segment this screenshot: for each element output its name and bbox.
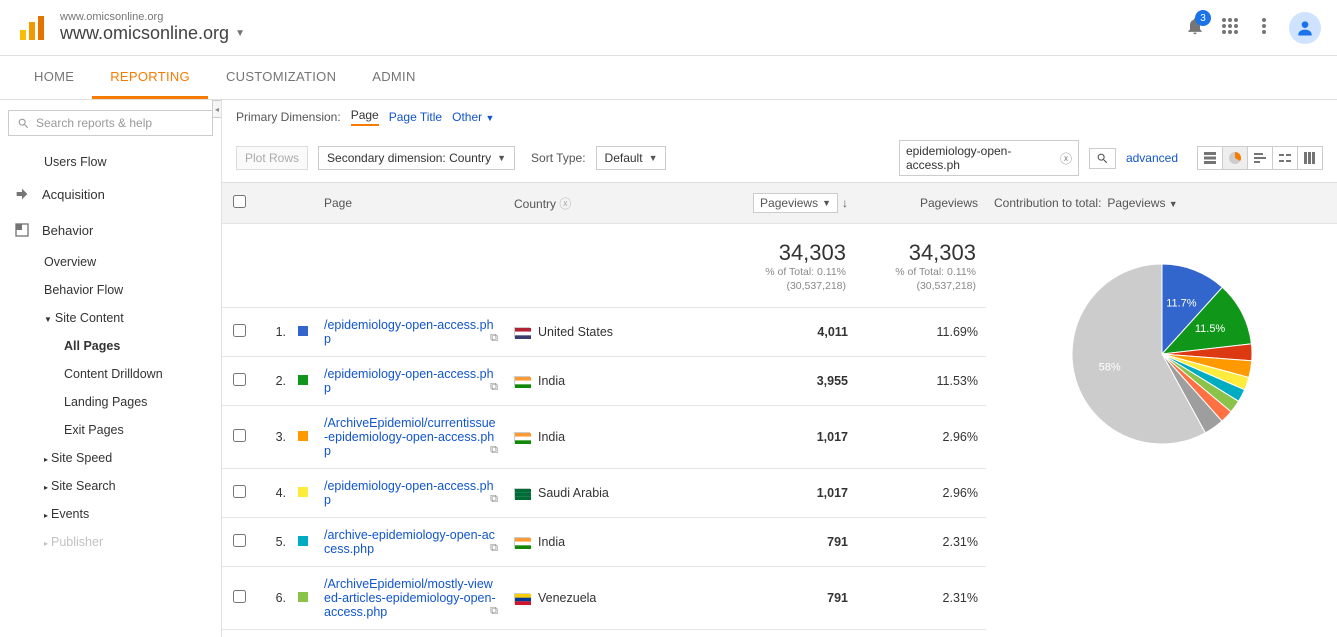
tab-admin[interactable]: ADMIN xyxy=(354,56,433,99)
nav-site-speed[interactable]: ▸Site Speed xyxy=(0,444,221,472)
search-button[interactable] xyxy=(1089,148,1116,169)
page-link[interactable]: /ArchiveEpidemiol/mostly-viewed-articles… xyxy=(324,577,496,619)
row-checkbox[interactable] xyxy=(233,373,246,386)
data-table-wrap: Page Country ⓧ Pageviews ▼ ↓ Pageviews C… xyxy=(222,182,1337,637)
sidebar-search[interactable]: Search reports & help xyxy=(8,110,213,136)
tab-home[interactable]: HOME xyxy=(16,56,92,99)
contribution-pie-chart: 11.7% 11.5% 58% xyxy=(1052,244,1272,464)
nav-landing-pages[interactable]: Landing Pages xyxy=(0,388,221,416)
page-link[interactable]: /ArchiveEpidemiol/currentissue-epidemiol… xyxy=(324,416,496,458)
account-avatar[interactable] xyxy=(1289,12,1321,44)
view-toggle-buttons xyxy=(1198,146,1323,170)
flag-icon xyxy=(514,376,530,387)
dim-other[interactable]: Other ▼ xyxy=(452,110,494,124)
secondary-dimension-dropdown[interactable]: Secondary dimension: Country▼ xyxy=(318,146,515,170)
external-link-icon[interactable]: ⧉ xyxy=(490,332,498,345)
nav-exit-pages[interactable]: Exit Pages xyxy=(0,416,221,444)
row-swatch xyxy=(298,375,308,385)
external-link-icon[interactable]: ⧉ xyxy=(490,542,498,555)
tab-customization[interactable]: CUSTOMIZATION xyxy=(208,56,354,99)
row-checkbox[interactable] xyxy=(233,324,246,337)
primary-dimension-bar: Primary Dimension: Page Page Title Other… xyxy=(222,100,1337,134)
nav-acquisition[interactable]: Acquisition xyxy=(0,176,221,212)
view-compare-icon[interactable] xyxy=(1272,146,1298,170)
table-search-input[interactable]: epidemiology-open-access.phⓧ xyxy=(899,140,1079,176)
row-swatch xyxy=(298,326,308,336)
view-pie-icon[interactable] xyxy=(1222,146,1248,170)
nav-overview[interactable]: Overview xyxy=(0,248,221,276)
nav-site-content[interactable]: ▼Site Content xyxy=(0,304,221,332)
row-swatch xyxy=(298,487,308,497)
clear-search-icon[interactable]: ⓧ xyxy=(1060,150,1072,167)
data-table: Page Country ⓧ Pageviews ▼ ↓ Pageviews C… xyxy=(222,183,1337,637)
left-sidebar: ◂ Search reports & help Users FlowAcquis… xyxy=(0,100,222,637)
site-info: www.omicsonline.org www.omicsonline.org … xyxy=(60,11,1185,44)
nav-users-flow[interactable]: Users Flow xyxy=(0,148,221,176)
nav-events[interactable]: ▸Events xyxy=(0,500,221,528)
site-picker[interactable]: www.omicsonline.org ▼ xyxy=(60,23,1185,44)
col-pageviews[interactable]: Pageviews ▼ ↓ xyxy=(696,183,856,224)
site-url: www.omicsonline.org xyxy=(60,11,1185,23)
row-swatch xyxy=(298,431,308,441)
col-pageviews-2[interactable]: Pageviews xyxy=(856,183,986,224)
row-checkbox[interactable] xyxy=(233,485,246,498)
flag-icon xyxy=(514,593,530,604)
nav-content-drilldown[interactable]: Content Drilldown xyxy=(0,360,221,388)
top-tabs: HOMEREPORTINGCUSTOMIZATIONADMIN xyxy=(0,56,1337,100)
flag-icon xyxy=(514,537,530,548)
external-link-icon[interactable]: ⧉ xyxy=(490,444,498,457)
nav-behavior-flow[interactable]: Behavior Flow xyxy=(0,276,221,304)
row-swatch xyxy=(298,592,308,602)
caret-down-icon: ▼ xyxy=(235,28,245,39)
app-header: www.omicsonline.org www.omicsonline.org … xyxy=(0,0,1337,56)
row-checkbox[interactable] xyxy=(233,590,246,603)
svg-text:58%: 58% xyxy=(1098,361,1120,373)
col-contribution: Contribution to total: Pageviews ▼ xyxy=(986,183,1337,224)
nav-behavior[interactable]: Behavior xyxy=(0,212,221,248)
external-link-icon[interactable]: ⧉ xyxy=(490,381,498,394)
plot-rows-button: Plot Rows xyxy=(236,146,308,170)
advanced-link[interactable]: advanced xyxy=(1126,151,1178,165)
svg-text:11.7%: 11.7% xyxy=(1166,298,1197,310)
svg-text:11.5%: 11.5% xyxy=(1194,323,1225,335)
row-swatch xyxy=(298,536,308,546)
flag-icon xyxy=(514,488,530,499)
select-all-checkbox[interactable] xyxy=(233,195,246,208)
notif-badge: 3 xyxy=(1195,10,1211,26)
view-bar-icon[interactable] xyxy=(1247,146,1273,170)
col-page[interactable]: Page xyxy=(316,183,506,224)
page-link[interactable]: /epidemiology-open-access.php xyxy=(324,367,494,395)
flag-icon xyxy=(514,327,530,338)
nav-site-search[interactable]: ▸Site Search xyxy=(0,472,221,500)
view-pivot-icon[interactable] xyxy=(1297,146,1323,170)
nav-all-pages[interactable]: All Pages xyxy=(0,332,221,360)
sidebar-collapse-handle[interactable]: ◂ xyxy=(212,100,222,118)
sort-type-dropdown[interactable]: Default▼ xyxy=(596,146,667,170)
notifications-button[interactable]: 3 xyxy=(1185,16,1205,39)
nav-publisher[interactable]: ▸Publisher xyxy=(0,528,221,556)
main-content: Primary Dimension: Page Page Title Other… xyxy=(222,100,1337,637)
summary-row: 34,303 % of Total: 0.11% (30,537,218) 34… xyxy=(222,224,1337,308)
external-link-icon[interactable]: ⧉ xyxy=(490,493,498,506)
page-link[interactable]: /epidemiology-open-access.php xyxy=(324,479,494,507)
view-table-icon[interactable] xyxy=(1197,146,1223,170)
external-link-icon[interactable]: ⧉ xyxy=(490,605,498,618)
page-link[interactable]: /epidemiology-open-access.php xyxy=(324,318,494,346)
dim-page[interactable]: Page xyxy=(351,108,379,126)
tab-reporting[interactable]: REPORTING xyxy=(92,56,208,99)
dim-page-title[interactable]: Page Title xyxy=(389,110,442,124)
ga-logo xyxy=(16,12,48,44)
col-country[interactable]: Country ⓧ xyxy=(506,183,696,224)
more-icon[interactable] xyxy=(1255,17,1273,38)
flag-icon xyxy=(514,432,530,443)
contrib-dropdown[interactable]: Pageviews ▼ xyxy=(1107,196,1177,210)
row-checkbox[interactable] xyxy=(233,429,246,442)
row-checkbox[interactable] xyxy=(233,534,246,547)
apps-icon[interactable] xyxy=(1221,17,1239,38)
control-bar: Plot Rows Secondary dimension: Country▼ … xyxy=(222,134,1337,182)
page-link[interactable]: /archive-epidemiology-open-access.php xyxy=(324,528,495,556)
